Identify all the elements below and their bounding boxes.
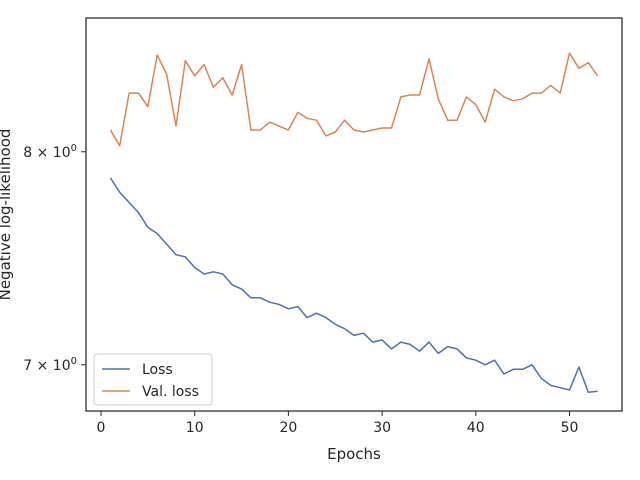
series-line-1: [109, 177, 598, 394]
series-layer: [109, 52, 599, 394]
legend: Loss Val. loss: [93, 353, 213, 406]
x-tick-label: 10: [186, 420, 204, 436]
x-tick-label: 50: [561, 420, 579, 436]
x-tick-label: 0: [97, 420, 106, 436]
series-line-2: [109, 52, 599, 147]
x-tick-label: 30: [373, 420, 391, 436]
legend-label-1: Loss: [142, 362, 173, 378]
x-axis-ticks: 0 10 20 30 40 50: [97, 411, 579, 436]
y-tick-label: 8 × 100: [23, 143, 77, 161]
y-axis-label: Negative log-likelihood: [0, 129, 14, 301]
plot-frame: [85, 17, 623, 412]
legend-label-2: Val. loss: [142, 384, 199, 400]
x-tick-label: 40: [467, 420, 485, 436]
y-tick-label: 7 × 100: [23, 356, 77, 374]
y-axis-ticks: 7 × 100 8 × 100: [23, 143, 86, 374]
x-axis-label: Epochs: [327, 445, 381, 463]
x-tick-label: 20: [279, 420, 297, 436]
legend-box: [93, 353, 213, 406]
